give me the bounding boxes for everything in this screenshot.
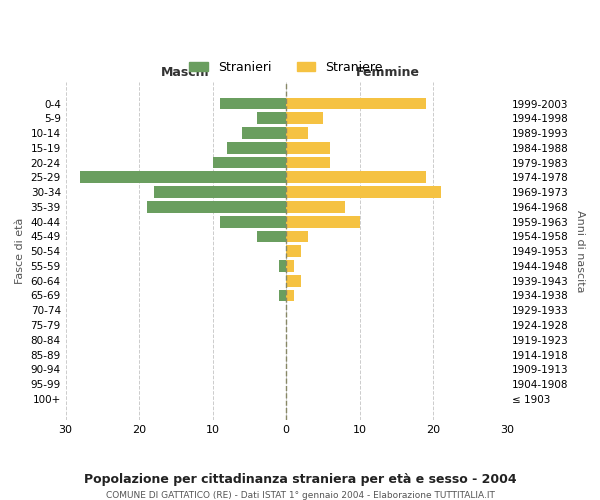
Bar <box>286 156 331 168</box>
Bar <box>286 230 308 242</box>
Bar <box>286 127 308 139</box>
Bar <box>242 127 286 139</box>
Bar <box>286 201 345 213</box>
Bar <box>286 275 301 286</box>
Bar <box>286 216 360 228</box>
Bar <box>227 142 286 154</box>
Y-axis label: Anni di nascita: Anni di nascita <box>575 210 585 292</box>
Bar <box>80 172 286 183</box>
Bar <box>257 112 286 124</box>
Text: Popolazione per cittadinanza straniera per età e sesso - 2004: Popolazione per cittadinanza straniera p… <box>83 472 517 486</box>
Bar <box>220 98 286 110</box>
Bar <box>286 186 440 198</box>
Bar <box>286 246 301 257</box>
Bar <box>279 290 286 302</box>
Bar <box>286 142 331 154</box>
Bar <box>286 290 293 302</box>
Text: Maschi: Maschi <box>160 66 209 79</box>
Text: Femmine: Femmine <box>356 66 419 79</box>
Bar <box>286 112 323 124</box>
Bar <box>154 186 286 198</box>
Bar <box>286 98 426 110</box>
Text: COMUNE DI GATTATICO (RE) - Dati ISTAT 1° gennaio 2004 - Elaborazione TUTTITALIA.: COMUNE DI GATTATICO (RE) - Dati ISTAT 1°… <box>106 491 494 500</box>
Legend: Stranieri, Straniere: Stranieri, Straniere <box>183 54 389 80</box>
Bar <box>146 201 286 213</box>
Bar <box>257 230 286 242</box>
Bar <box>279 260 286 272</box>
Bar <box>220 216 286 228</box>
Y-axis label: Fasce di età: Fasce di età <box>15 218 25 284</box>
Bar <box>286 260 293 272</box>
Bar <box>286 172 426 183</box>
Bar <box>212 156 286 168</box>
